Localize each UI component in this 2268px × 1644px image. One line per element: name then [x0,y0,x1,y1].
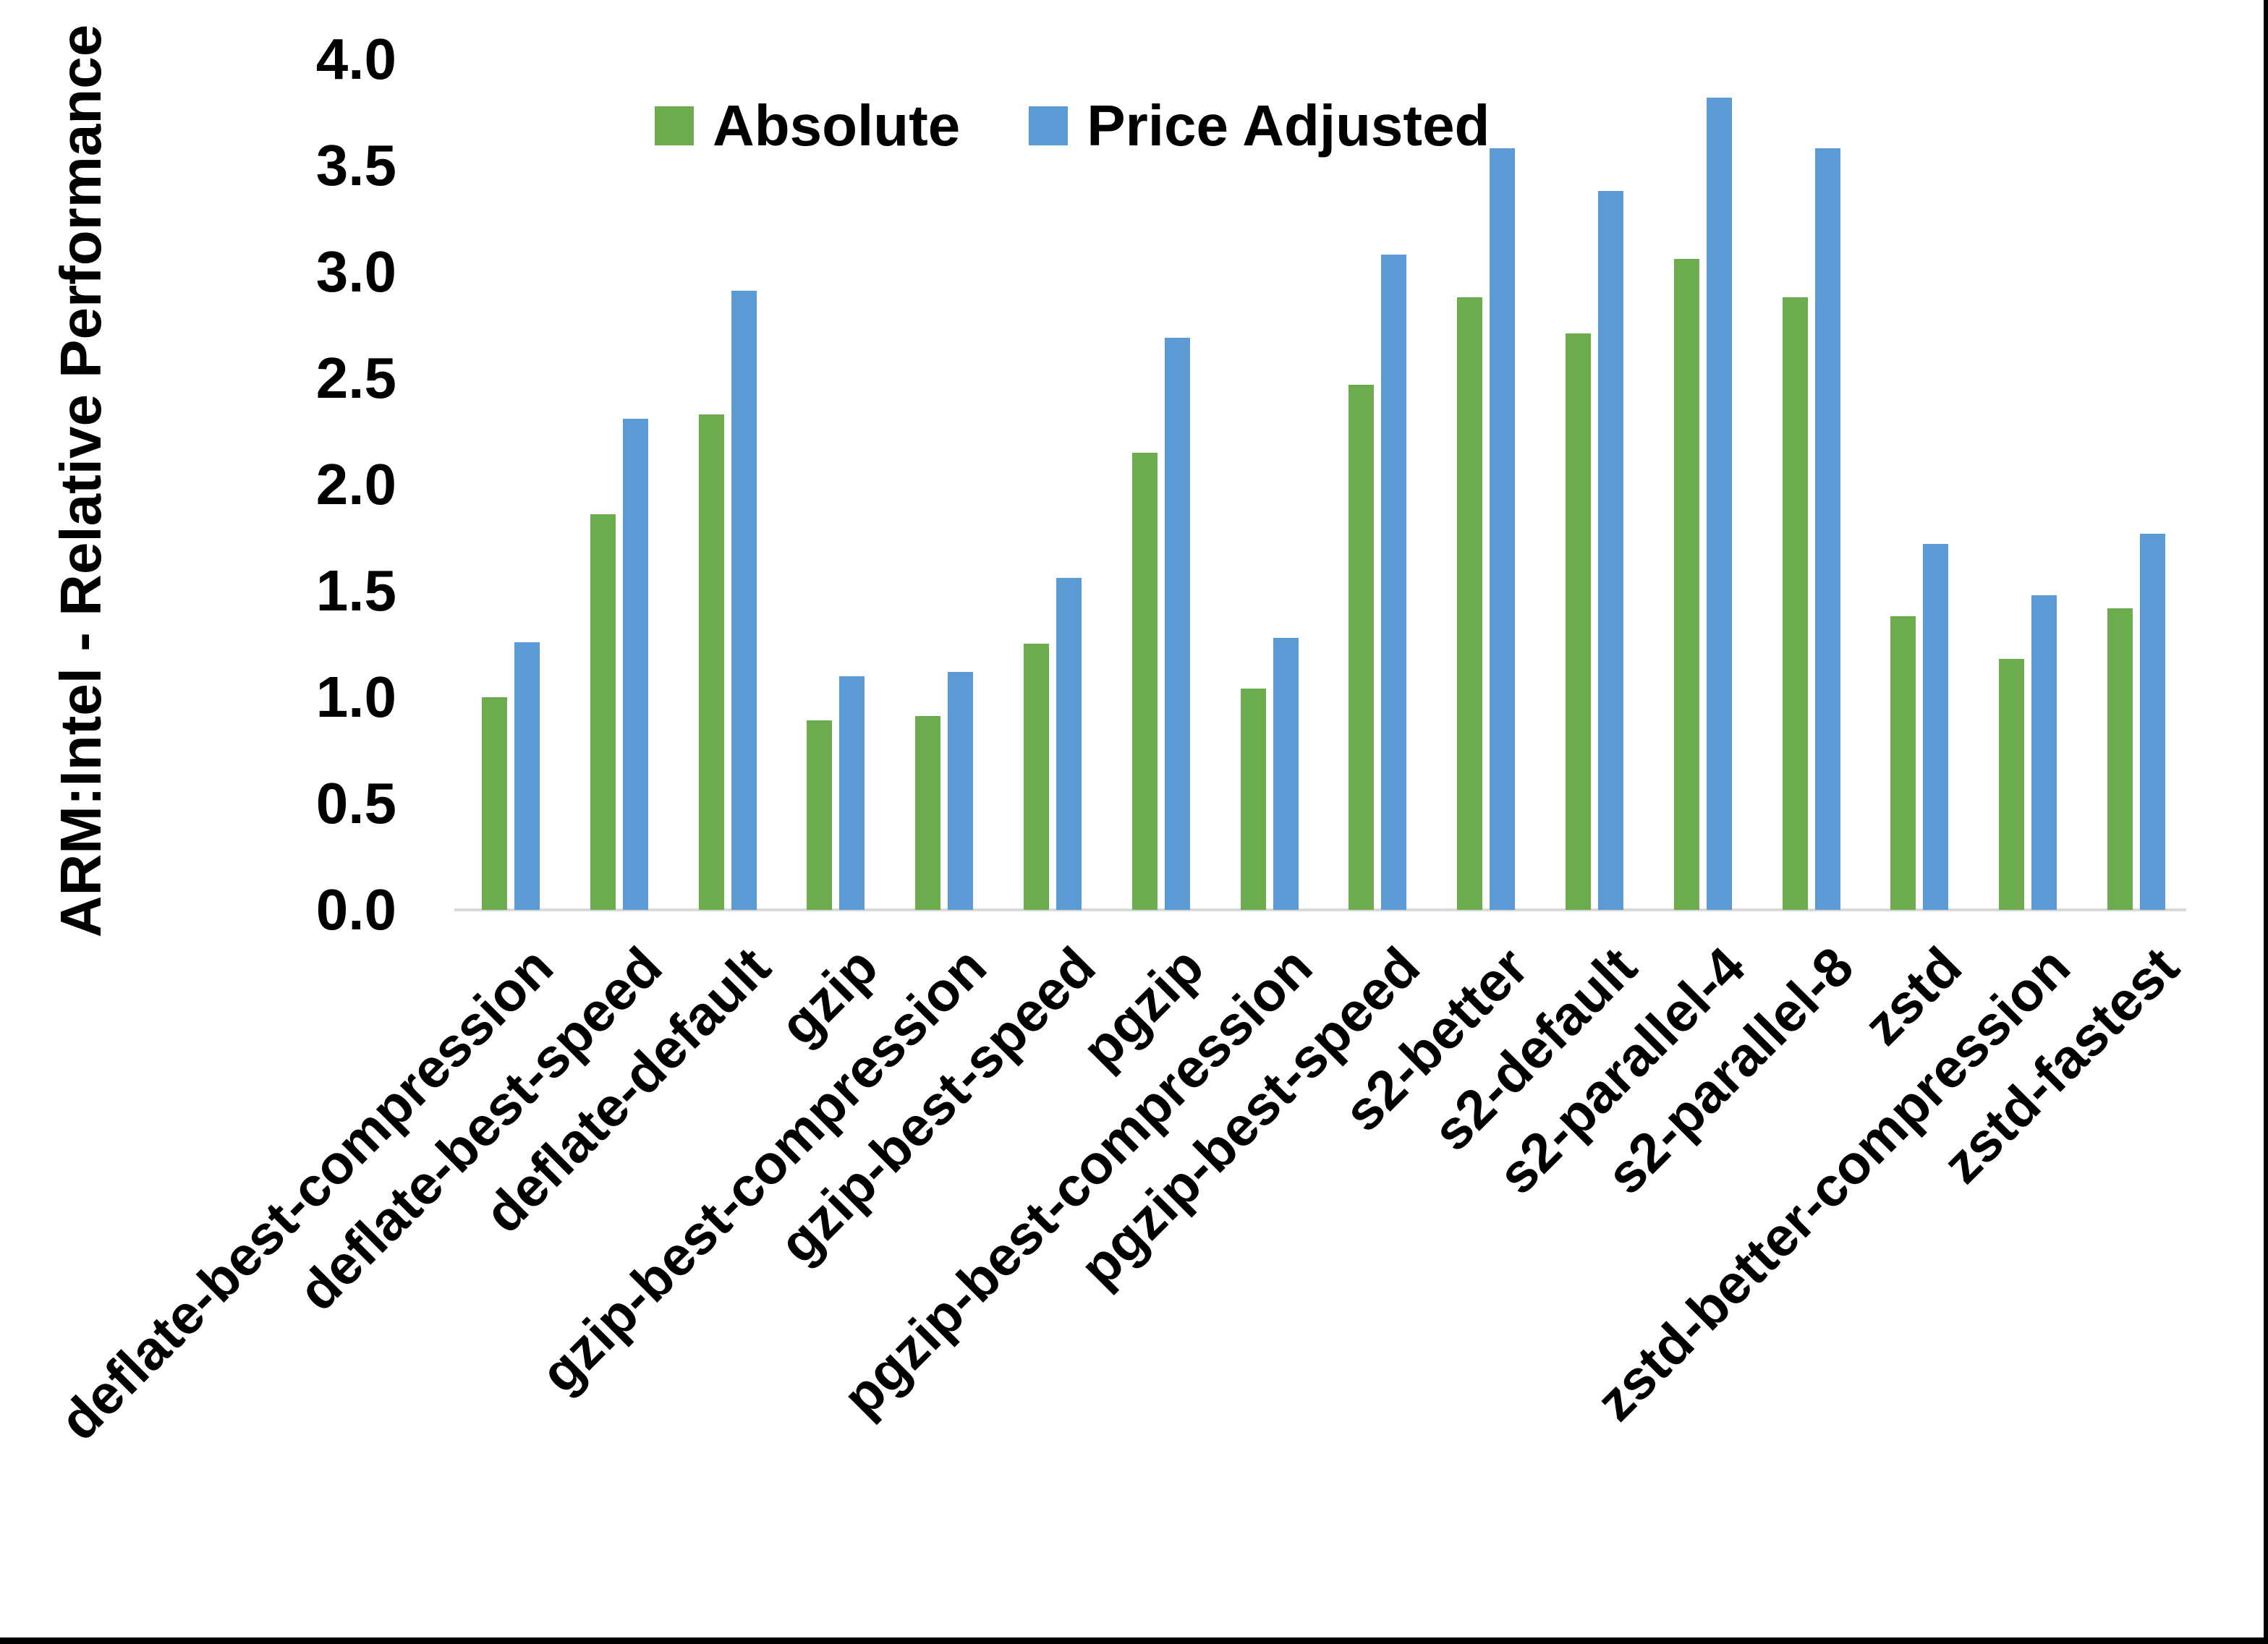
bar-price-adjusted-deflate-best-speed [623,419,648,910]
bar-absolute-deflate-best-speed [590,514,616,910]
y-tick-label: 1.5 [315,558,396,623]
bar-absolute-s2-better [1457,297,1482,910]
y-tick-label: 3.0 [315,239,396,304]
bar-price-adjusted-zstd [1923,544,1948,910]
legend-item-absolute: Absolute [655,93,960,159]
chart-legend: Absolute Price Adjusted [655,93,1490,159]
bar-absolute-deflate-best-compression [482,697,507,910]
y-tick-label: 0.0 [315,877,396,942]
y-tick-label: 3.5 [315,133,396,197]
bar-absolute-gzip [807,720,832,910]
y-tick-label: 4.0 [315,27,396,91]
legend-item-price-adjusted: Price Adjusted [1029,93,1490,159]
bar-absolute-zstd [1890,616,1916,910]
bar-price-adjusted-zstd-better-compression [2031,595,2057,910]
bar-absolute-zstd-better-compression [1999,659,2024,910]
bar-price-adjusted-gzip-best-compression [948,672,973,910]
bar-price-adjusted-s2-parallel-8 [1815,148,1840,910]
legend-label: Price Adjusted [1087,93,1490,158]
bar-price-adjusted-gzip-best-speed [1056,578,1082,910]
legend-label: Absolute [713,93,961,158]
bar-absolute-s2-default [1566,333,1591,910]
bar-price-adjusted-pgzip-best-compression [1273,638,1299,910]
screenshot-bottom-border [0,1637,2268,1644]
bar-absolute-pgzip-best-compression [1241,689,1266,910]
y-tick-label: 0.5 [315,771,396,835]
bar-absolute-pgzip-best-speed [1349,385,1374,910]
bar-price-adjusted-pgzip-best-speed [1381,255,1406,910]
legend-swatch-icon [655,106,694,145]
bar-absolute-gzip-best-speed [1024,644,1049,910]
screenshot-right-border [2264,0,2268,1644]
bar-price-adjusted-pgzip [1165,338,1190,910]
bar-absolute-pgzip [1132,453,1158,910]
bar-price-adjusted-deflate-best-compression [514,642,540,910]
bar-price-adjusted-s2-better [1490,148,1515,910]
bar-price-adjusted-s2-default [1598,191,1623,910]
bar-absolute-zstd-fastest [2107,608,2133,910]
y-tick-label: 2.5 [315,346,396,410]
bar-price-adjusted-deflate-default [731,291,757,910]
bar-absolute-gzip-best-compression [915,716,940,910]
bar-absolute-s2-parallel-4 [1674,259,1699,910]
bar-absolute-s2-parallel-8 [1783,297,1808,910]
x-axis-line [454,908,2186,911]
bar-price-adjusted-zstd-fastest [2140,534,2165,910]
bar-price-adjusted-gzip [839,676,865,910]
y-tick-label: 2.0 [315,452,396,516]
y-tick-label: 1.0 [315,665,396,729]
legend-swatch-icon [1029,106,1069,145]
bar-price-adjusted-s2-parallel-4 [1707,98,1732,910]
bar-absolute-deflate-default [699,414,724,910]
